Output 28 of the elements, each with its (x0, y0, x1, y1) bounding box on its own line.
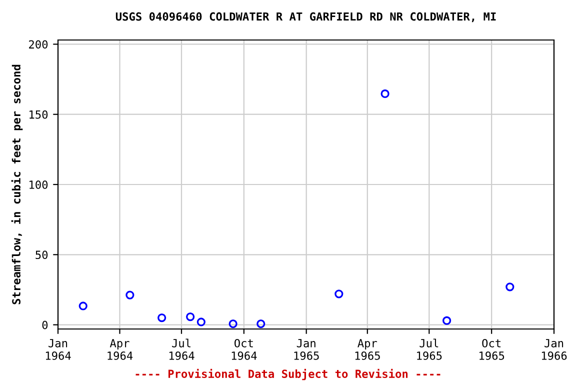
x-tick-label: Jan 1964 (46, 339, 71, 360)
x-tick-label: Apr 1964 (108, 339, 133, 360)
x-tick-label: Apr 1965 (355, 339, 380, 360)
point (334, 290, 344, 298)
x-tick-label: Jul 1965 (417, 338, 442, 360)
point (126, 290, 134, 300)
point (506, 282, 514, 292)
chart-title: USGS 04096460 COLDWATER R AT GARFIELD RD NR COLDWATER, MI (116, 12, 496, 22)
y-tick-label: 0 (42, 320, 48, 330)
y-tick-label: 100 (30, 180, 48, 189)
point (442, 316, 452, 325)
point (158, 313, 166, 322)
x-tick-label: Jan 1965 (294, 339, 319, 360)
point (228, 320, 238, 328)
y-tick-label: 200 (29, 40, 48, 49)
point (256, 320, 266, 328)
point (78, 302, 88, 310)
point (196, 318, 206, 326)
y-tick-label: 50 (36, 250, 48, 260)
x-tick-label: Oct 1964 (232, 338, 257, 360)
y-tick-label: 150 (30, 110, 48, 119)
x-tick-label: Jan 1966 (542, 339, 567, 360)
point (380, 89, 390, 98)
text: ---- Provisional Data Subject to Revision ---- (136, 368, 440, 380)
x-tick-label: Jul 1964 (169, 338, 194, 360)
point (186, 312, 195, 322)
y-axis-title: Streamflow, in cubic feet per second (11, 64, 23, 304)
x-tick-label: Oct 1965 (480, 338, 504, 360)
